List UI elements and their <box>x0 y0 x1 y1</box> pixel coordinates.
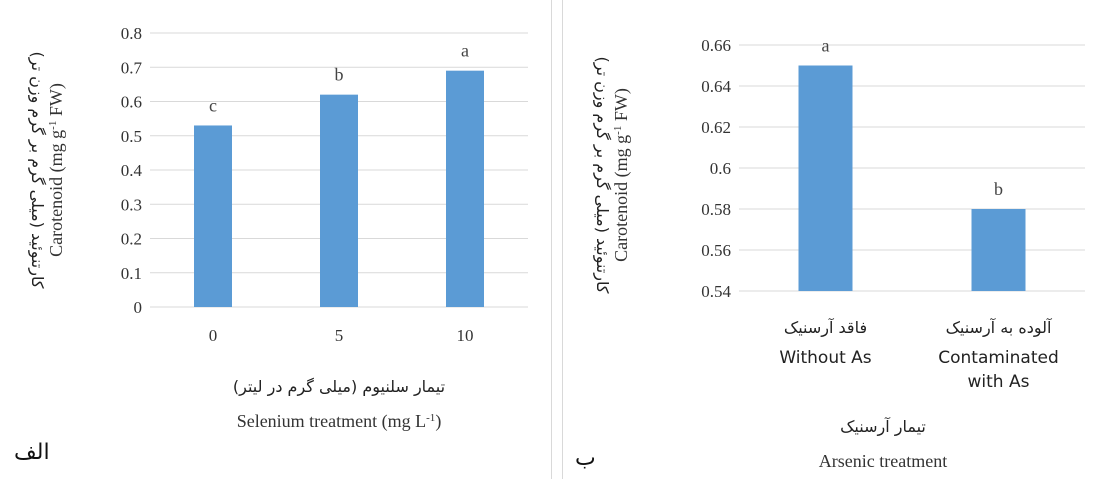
significance-label: b <box>335 65 344 85</box>
y-tick-label: 0.7 <box>121 58 143 77</box>
x-tick-label: 5 <box>335 326 344 345</box>
y-tick-label: 0.58 <box>701 200 731 219</box>
chart-panel-a: 0 0.1 0.2 0.3 0.4 0.5 0.6 0.7 0.8 c 0 b 5 a 10 کارتنوئی… <box>0 0 552 479</box>
chart-panel-b: 0.54 0.56 0.58 0.6 0.62 0.64 0.66 a فاقد آرسنیک W… <box>562 0 1105 479</box>
y-tick-label: 0.4 <box>121 161 143 180</box>
y-tick-label: 0.64 <box>701 77 731 96</box>
bar <box>194 125 232 307</box>
bar <box>320 94 358 308</box>
panel-label-b: ب <box>575 446 596 471</box>
y-tick-label: 0.62 <box>701 118 731 137</box>
y-tick-label: 0 <box>134 298 143 317</box>
arsenic-chart: 0.54 0.56 0.58 0.6 0.62 0.64 0.66 a فاقد آرسنیک W… <box>592 36 1085 471</box>
significance-label: a <box>822 36 830 56</box>
y-tick-label: 0.56 <box>701 241 731 260</box>
x-tick-label-en: Contaminated with As <box>938 348 1059 392</box>
y-axis-label-en: Carotenoid (mg g-1 FW) <box>611 88 632 262</box>
x-axis-label-en: Selenium treatment (mg L-1) <box>237 411 442 432</box>
x-tick-label: 0 <box>209 326 218 345</box>
bar <box>446 70 484 307</box>
y-axis-label-fa: کارتنوئید (میلی گرم بر گرم وزن تر) <box>592 57 612 294</box>
bar <box>971 209 1026 291</box>
y-tick-label: 0.6 <box>121 93 142 112</box>
x-tick-label-fa: آلوده به آرسنیک <box>946 318 1053 338</box>
selenium-chart: 0 0.1 0.2 0.3 0.4 0.5 0.6 0.7 0.8 c 0 b 5 a 10 کارتنوئی… <box>27 24 528 432</box>
y-tick-label: 0.3 <box>121 195 142 214</box>
y-axis-label-fa: کارتنوئید (میلی گرم بر گرم وزن تر) <box>27 52 47 289</box>
x-tick-label-en: Without As <box>779 348 871 368</box>
y-tick-label: 0.54 <box>701 282 731 301</box>
y-tick-label: 0.2 <box>121 230 142 249</box>
y-axis-label-en: Carotenoid (mg g-1 FW) <box>46 83 67 257</box>
panel-label-a: الف <box>14 440 50 465</box>
x-tick-label-fa: فاقد آرسنیک <box>784 318 867 338</box>
y-tick-label: 0.5 <box>121 127 142 146</box>
x-tick-label: 10 <box>457 326 474 345</box>
significance-label: c <box>209 95 217 115</box>
significance-label: a <box>461 41 469 61</box>
y-tick-label: 0.8 <box>121 24 142 43</box>
x-axis-label-fa: تیمار آرسنیک <box>840 417 926 437</box>
x-axis-label-en: Arsenic treatment <box>819 451 947 471</box>
y-tick-label: 0.1 <box>121 264 142 283</box>
x-axis-label-fa: تیمار سلنیوم (میلی گرم در لیتر) <box>233 377 445 397</box>
y-tick-label: 0.66 <box>701 36 731 55</box>
y-tick-label: 0.6 <box>710 159 731 178</box>
significance-label: b <box>994 179 1003 199</box>
bar <box>798 65 853 291</box>
